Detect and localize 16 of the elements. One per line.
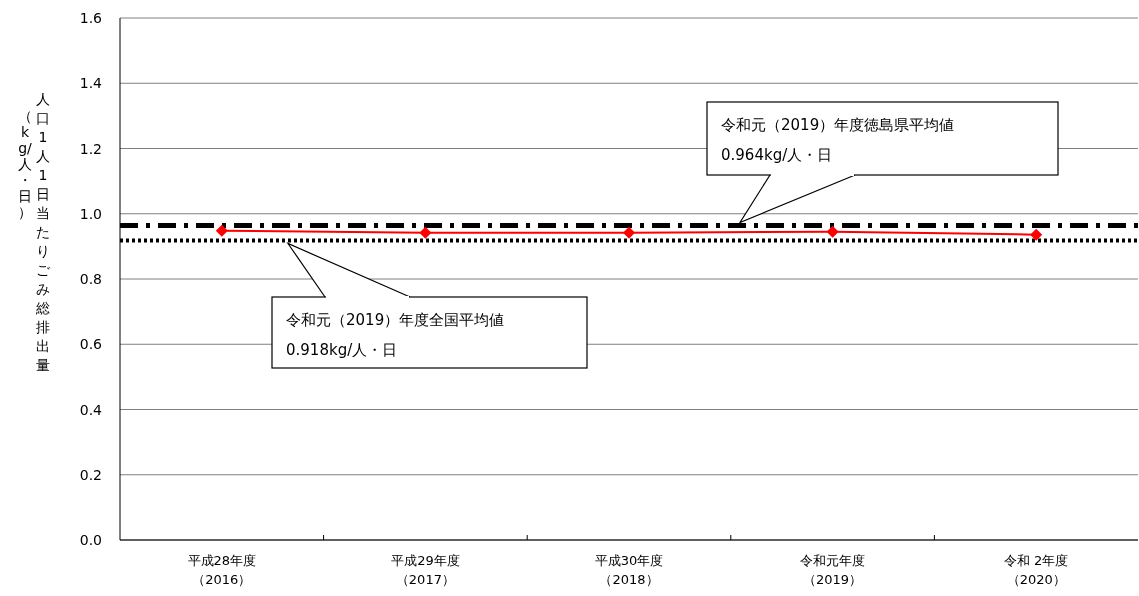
- ref-line-label: 令和元（2019）年度全国平均値 0.918kg/人・日: [286, 311, 505, 359]
- y-tick-label: 0.6: [79, 336, 103, 353]
- y-tick-label: 1.0: [79, 205, 102, 222]
- ref-line-label: 令和元（2019）年度徳島県平均値 0.964kg/人・日: [721, 116, 955, 164]
- x-tick-label: 平成28年度（2016）: [187, 553, 257, 587]
- y-tick-label: 1.6: [79, 10, 103, 26]
- y-tick-label: 1.4: [79, 75, 103, 92]
- y-tick-label: 0.8: [79, 271, 102, 287]
- x-tick-label: 令和元年度（2019）: [800, 553, 866, 587]
- x-tick-label: 平成30年度（2018）: [594, 553, 664, 587]
- y-tick-label: 1.2: [79, 140, 102, 157]
- x-tick-label: 令和 2年度（2020）: [1004, 553, 1069, 587]
- y-tick-label: 0.2: [79, 466, 102, 483]
- x-tick-label: 平成29年度（2017）: [391, 553, 460, 587]
- y-tick-label: 0.0: [79, 532, 102, 548]
- y-tick-label: 0.4: [79, 401, 103, 418]
